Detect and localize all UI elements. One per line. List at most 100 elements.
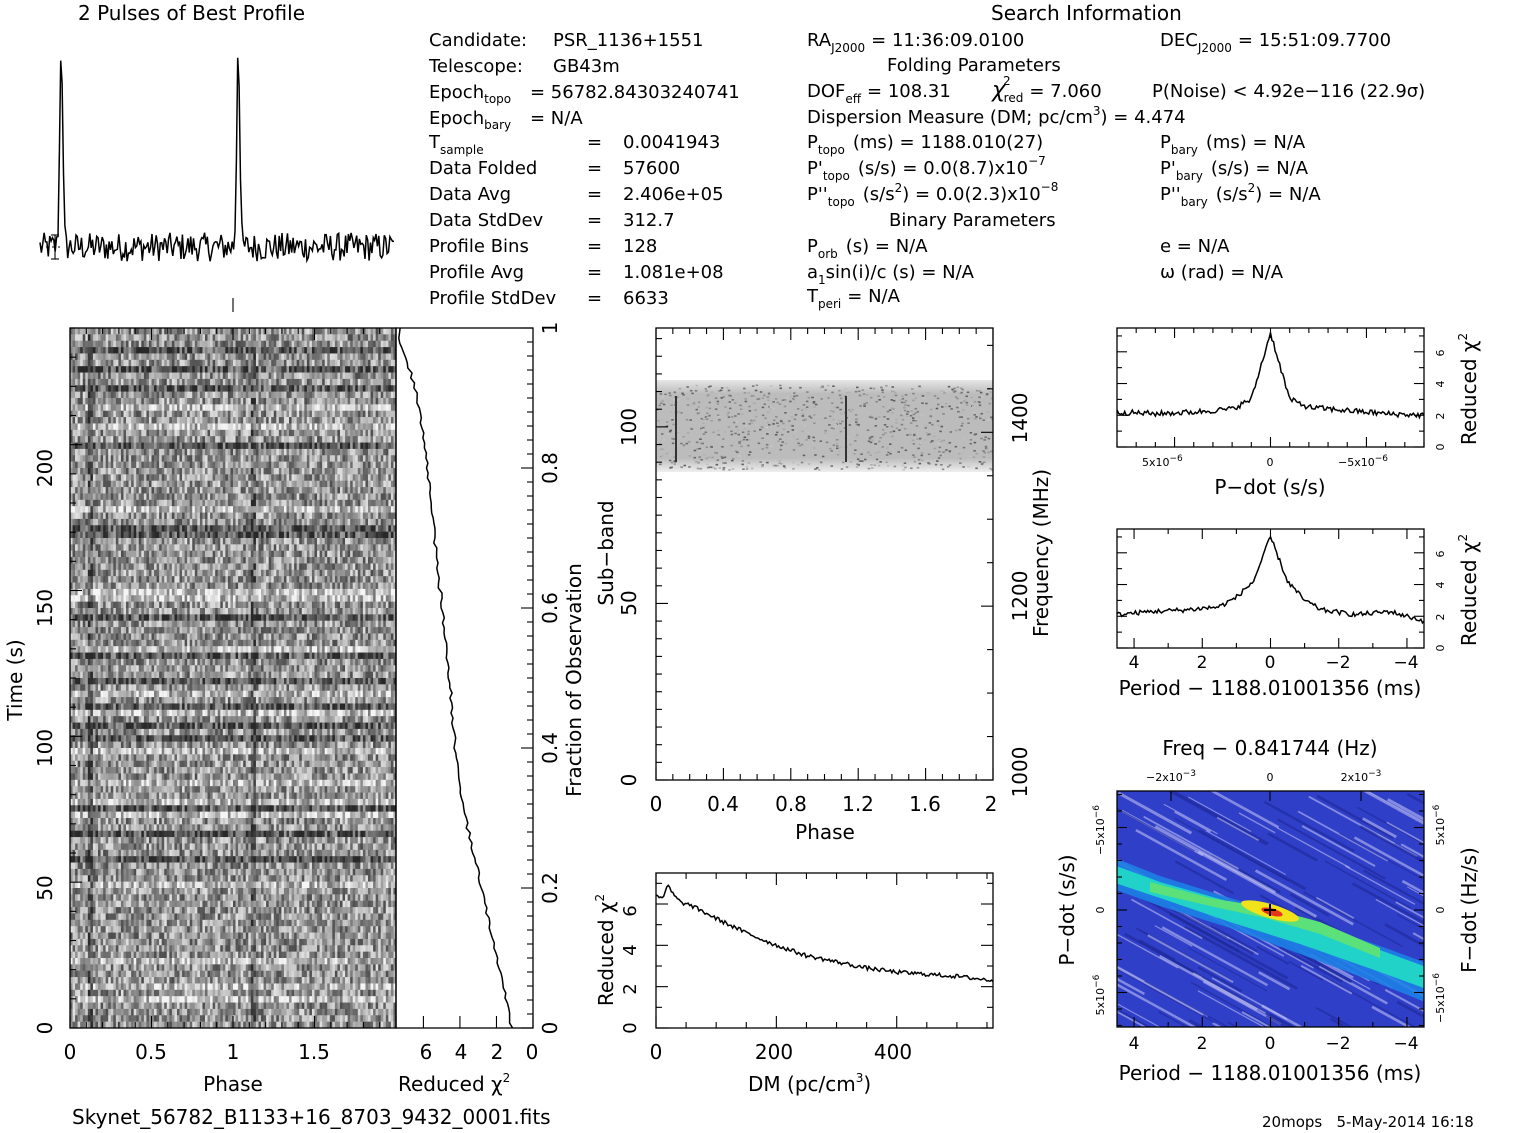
grey-cell xyxy=(296,468,300,475)
grey-cell xyxy=(283,550,287,558)
grey-cell xyxy=(189,404,193,412)
grey-cell xyxy=(227,398,231,405)
grey-cell xyxy=(253,531,257,539)
grey-cell xyxy=(334,347,338,354)
grey-cell xyxy=(210,385,213,392)
grey-cell xyxy=(337,442,341,450)
grey-cell xyxy=(360,461,364,469)
grey-cell xyxy=(309,359,313,367)
grey-cell xyxy=(103,518,106,526)
grey-cell xyxy=(222,423,226,431)
grey-cell xyxy=(156,334,160,342)
grey-cell xyxy=(182,455,185,462)
grey-cell xyxy=(332,378,336,386)
grey-cell xyxy=(197,480,201,488)
grey-cell xyxy=(126,398,129,405)
grey-cell xyxy=(128,398,132,405)
grey-cell xyxy=(248,417,252,424)
grey-cell xyxy=(85,487,89,494)
grey-cell xyxy=(212,531,216,539)
grey-cell xyxy=(360,417,364,424)
grey-cell xyxy=(334,499,338,507)
grey-cell xyxy=(283,461,287,469)
grey-cell xyxy=(126,410,129,418)
grey-cell xyxy=(182,328,185,335)
grey-cell xyxy=(319,518,323,526)
grey-cell xyxy=(120,442,124,450)
grey-cell xyxy=(355,436,359,443)
grey-cell xyxy=(166,474,170,482)
grey-cell xyxy=(390,544,394,552)
grey-cell xyxy=(230,538,234,545)
grey-cell xyxy=(120,544,124,552)
grey-cell xyxy=(138,347,142,354)
grey-cell xyxy=(375,493,379,501)
grey-cell xyxy=(92,512,96,520)
grey-cell xyxy=(222,353,226,361)
grey-cell xyxy=(87,512,91,520)
grey-cell xyxy=(319,378,323,386)
grey-cell xyxy=(212,353,216,361)
grey-cell xyxy=(289,474,292,482)
grey-cell xyxy=(192,563,196,571)
grey-cell xyxy=(350,404,354,412)
grey-cell xyxy=(357,366,361,373)
grey-cell xyxy=(169,569,173,577)
grey-cell xyxy=(233,429,236,437)
grey-cell xyxy=(77,461,81,469)
grey-cell xyxy=(184,417,188,424)
grey-cell xyxy=(273,366,277,373)
grey-cell xyxy=(301,385,305,392)
grey-cell xyxy=(166,391,170,399)
grey-cell xyxy=(131,366,134,373)
grey-cell xyxy=(337,563,341,571)
grey-cell xyxy=(217,512,221,520)
grey-cell xyxy=(179,378,183,386)
grey-cell xyxy=(174,442,178,450)
grey-cell xyxy=(120,385,124,392)
grey-cell xyxy=(225,366,229,373)
grey-cell xyxy=(110,340,114,348)
grey-cell xyxy=(380,436,384,443)
grey-cell xyxy=(337,538,341,545)
grey-cell xyxy=(245,353,249,361)
grey-cell xyxy=(367,436,371,443)
grey-cell xyxy=(306,391,310,399)
grey-cell xyxy=(334,455,338,462)
grey-cell xyxy=(375,328,379,335)
grey-cell xyxy=(273,423,277,431)
grey-cell xyxy=(182,448,185,456)
grey-cell xyxy=(355,385,359,392)
grey-cell xyxy=(100,372,104,380)
grey-cell xyxy=(362,385,366,392)
grey-cell xyxy=(87,525,91,532)
grey-cell xyxy=(362,353,366,361)
grey-cell xyxy=(131,461,134,469)
grey-cell xyxy=(133,493,137,501)
grey-cell xyxy=(309,410,313,418)
grey-cell xyxy=(217,366,221,373)
grey-cell xyxy=(261,366,264,373)
grey-cell xyxy=(138,372,142,380)
grey-cell xyxy=(283,429,287,437)
grey-cell xyxy=(304,538,308,545)
grey-cell xyxy=(194,385,198,392)
grey-cell xyxy=(123,474,127,482)
grey-cell xyxy=(311,359,315,367)
grey-cell xyxy=(306,328,310,335)
grey-cell xyxy=(138,429,142,437)
grey-cell xyxy=(204,442,208,450)
grey-cell xyxy=(105,506,109,513)
grey-cell xyxy=(123,480,127,488)
grey-cell xyxy=(204,518,208,526)
grey-cell xyxy=(192,334,196,342)
grey-cell xyxy=(314,340,318,348)
grey-cell xyxy=(319,404,323,412)
grey-cell xyxy=(105,538,109,545)
grey-cell xyxy=(220,359,224,367)
grey-cell xyxy=(161,538,165,545)
grey-cell xyxy=(217,557,221,564)
grey-cell xyxy=(128,461,132,469)
grey-cell xyxy=(248,410,252,418)
grey-cell xyxy=(324,448,328,456)
